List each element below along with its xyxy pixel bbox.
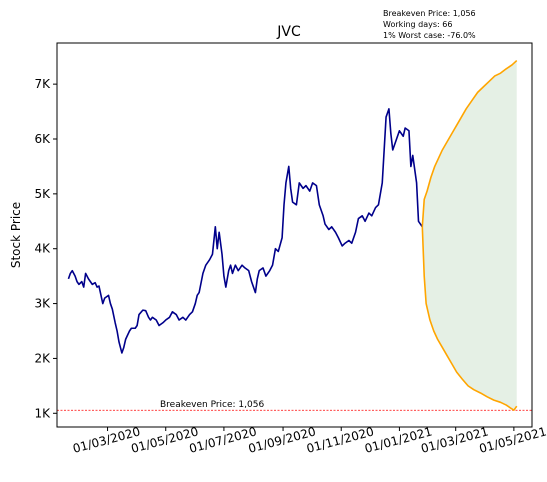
x-tick-label: 01/07/2020: [188, 424, 258, 455]
chart-title: JVC: [276, 24, 301, 40]
x-tick-label: 01/05/2021: [478, 424, 547, 455]
y-tick-label: 7K: [34, 77, 51, 91]
y-tick-label: 2K: [34, 351, 51, 365]
series-line-lower-projection: [421, 226, 518, 412]
y-tick-label: 3K: [34, 297, 51, 311]
y-axis-label: Stock Price: [9, 202, 23, 268]
annotation-block: Breakeven Price: 1,056 Working days: 66 …: [383, 9, 476, 40]
annotation-worst-case: 1% Worst case: -76.0%: [383, 31, 476, 40]
y-tick-label: 4K: [34, 242, 51, 256]
projection-band: [422, 60, 517, 411]
y-tick-label: 6K: [34, 132, 51, 146]
series-line-historical: [67, 108, 423, 354]
plot-layer: Breakeven Price: 1,056: [57, 59, 532, 412]
breakeven-label: Breakeven Price: 1,056: [160, 400, 264, 410]
plot-frame: [56, 42, 533, 428]
series-line-upper-projection: [421, 59, 518, 227]
y-tick-label: 1K: [34, 406, 51, 420]
y-tick-label: 5K: [34, 187, 51, 201]
annotation-working-days: Working days: 66: [383, 20, 452, 29]
annotation-breakeven: Breakeven Price: 1,056: [383, 9, 476, 18]
